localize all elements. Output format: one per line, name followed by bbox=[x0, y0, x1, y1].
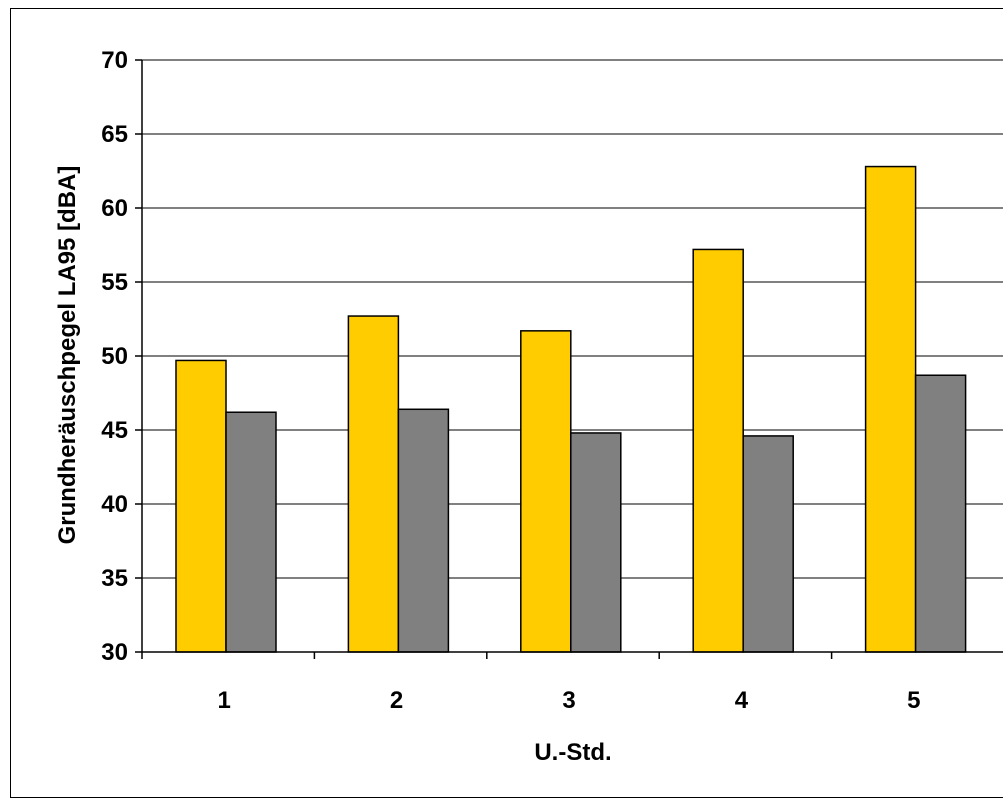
y-tick-label: 30 bbox=[101, 639, 128, 666]
bar-series-2-cat-1 bbox=[225, 411, 277, 653]
bar-series-1-cat-2 bbox=[347, 315, 400, 653]
x-axis-title: U.-Std. bbox=[534, 739, 611, 766]
x-category-label: 1 bbox=[218, 687, 231, 714]
x-category-label: 5 bbox=[907, 687, 920, 714]
bar-series-2-cat-3 bbox=[570, 432, 622, 653]
y-tick-label: 60 bbox=[101, 195, 128, 222]
y-tick-label: 35 bbox=[101, 565, 128, 592]
axes bbox=[135, 59, 1003, 659]
y-tick-label: 45 bbox=[101, 417, 128, 444]
bar-series-2-cat-4 bbox=[742, 435, 794, 653]
x-category-label: 2 bbox=[390, 687, 403, 714]
y-axis-title: Grundheräuschpegel LA95 [dBA] bbox=[54, 166, 81, 545]
y-tick-label: 65 bbox=[101, 121, 128, 148]
bar-series-2-cat-5 bbox=[914, 374, 967, 653]
bars bbox=[175, 165, 967, 653]
bar-series-1-cat-4 bbox=[692, 248, 744, 653]
bar-series-2-cat-2 bbox=[397, 408, 450, 653]
x-category-label: 3 bbox=[562, 687, 575, 714]
bar-series-1-cat-5 bbox=[864, 165, 917, 653]
bar-series-1-cat-3 bbox=[520, 330, 572, 653]
bar-series-1-cat-1 bbox=[175, 359, 227, 653]
y-tick-label: 40 bbox=[101, 491, 128, 518]
y-tick-label: 55 bbox=[101, 269, 128, 296]
y-tick-label: 50 bbox=[101, 343, 128, 370]
y-tick-label: 70 bbox=[101, 47, 128, 74]
x-category-label: 4 bbox=[735, 687, 749, 714]
